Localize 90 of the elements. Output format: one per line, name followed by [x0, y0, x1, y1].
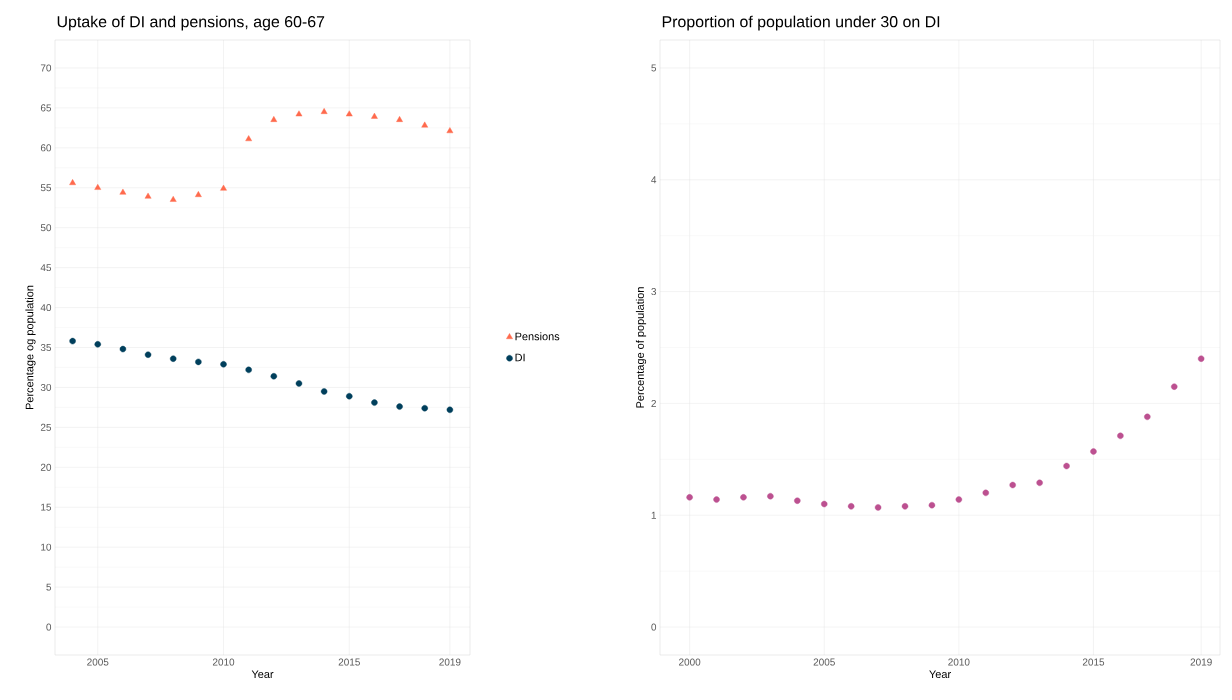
- x-tick-label: 2019: [439, 658, 461, 666]
- chart-title: Uptake of DI and pensions, age 60-67: [57, 15, 325, 31]
- point: [1197, 355, 1205, 362]
- point: [713, 496, 720, 503]
- y-tick-label: 1: [651, 511, 657, 519]
- point: [245, 366, 252, 374]
- point: [295, 110, 303, 117]
- point: [320, 108, 328, 114]
- point: [371, 112, 378, 119]
- x-axis-title: Year: [929, 670, 951, 679]
- y-axis-title: Percentage of population: [635, 287, 647, 408]
- y-tick-label: 60: [40, 144, 52, 152]
- point: [847, 503, 855, 510]
- point: [396, 116, 403, 122]
- point: [220, 184, 227, 191]
- y-tick-label: 65: [40, 104, 52, 112]
- point: [928, 501, 936, 509]
- y-tick-label: 4: [651, 176, 657, 184]
- point: [821, 500, 828, 508]
- legend-label: DI: [515, 353, 525, 362]
- legend-label: Pensions: [515, 332, 560, 341]
- y-tick-label: 0: [651, 623, 657, 631]
- x-tick-label: 2005: [87, 658, 109, 666]
- point: [396, 403, 403, 410]
- point: [169, 195, 177, 202]
- point: [446, 406, 454, 413]
- point: [874, 504, 882, 511]
- point: [320, 388, 328, 395]
- point: [195, 358, 202, 366]
- y-tick-label: 25: [40, 423, 52, 431]
- point: [767, 493, 774, 500]
- x-tick-label: 2019: [1190, 658, 1212, 666]
- point: [1009, 481, 1016, 489]
- y-tick-label: 70: [40, 64, 52, 72]
- y-tick-label: 45: [40, 264, 52, 272]
- x-tick-label: 2000: [679, 658, 701, 666]
- point: [1144, 413, 1151, 421]
- x-tick-label: 2005: [813, 658, 835, 666]
- point: [955, 496, 963, 503]
- point: [446, 127, 454, 134]
- point: [1171, 383, 1178, 390]
- point: [346, 393, 353, 400]
- point: [421, 121, 429, 128]
- point: [94, 183, 102, 190]
- chart-title: Proportion of population under 30 on DI: [662, 15, 940, 31]
- y-axis-title: Percentage og population: [25, 285, 36, 410]
- point: [295, 380, 303, 387]
- y-tick-label: 5: [46, 583, 52, 591]
- y-tick-label: 5: [651, 64, 657, 72]
- point: [982, 489, 989, 497]
- point: [195, 191, 202, 197]
- point: [170, 355, 177, 362]
- x-tick-label: 2015: [338, 658, 360, 666]
- point: [119, 188, 127, 195]
- y-tick-label: 2: [651, 399, 656, 407]
- point: [1063, 462, 1070, 470]
- x-tick-label: 2010: [212, 658, 235, 666]
- point: [1036, 479, 1043, 486]
- y-tick-label: 10: [41, 543, 52, 551]
- y-tick-label: 40: [40, 304, 52, 312]
- y-tick-label: 35: [40, 343, 52, 352]
- point: [119, 345, 127, 353]
- x-tick-label: 2010: [948, 658, 970, 666]
- point: [144, 351, 152, 358]
- point: [421, 405, 428, 412]
- point: [69, 179, 76, 185]
- point: [371, 399, 378, 406]
- y-tick-label: 30: [40, 383, 52, 391]
- point: [69, 337, 76, 345]
- point: [794, 497, 801, 504]
- point: [1090, 448, 1097, 455]
- point: [94, 341, 101, 348]
- y-tick-label: 20: [40, 463, 52, 471]
- point: [245, 135, 252, 142]
- point: [686, 494, 693, 501]
- point: [270, 116, 278, 122]
- y-tick-label: 3: [651, 288, 657, 296]
- point: [144, 192, 152, 199]
- point: [1117, 432, 1124, 440]
- point: [220, 361, 227, 368]
- point: [345, 110, 353, 117]
- y-tick-label: 55: [40, 184, 52, 192]
- point: [901, 503, 909, 510]
- y-tick-label: 15: [41, 503, 52, 511]
- point: [740, 494, 747, 501]
- point: [270, 373, 278, 380]
- y-tick-label: 50: [40, 224, 52, 232]
- x-tick-label: 2015: [1082, 658, 1105, 666]
- x-axis-title: Year: [251, 670, 274, 679]
- y-tick-label: 0: [46, 623, 52, 631]
